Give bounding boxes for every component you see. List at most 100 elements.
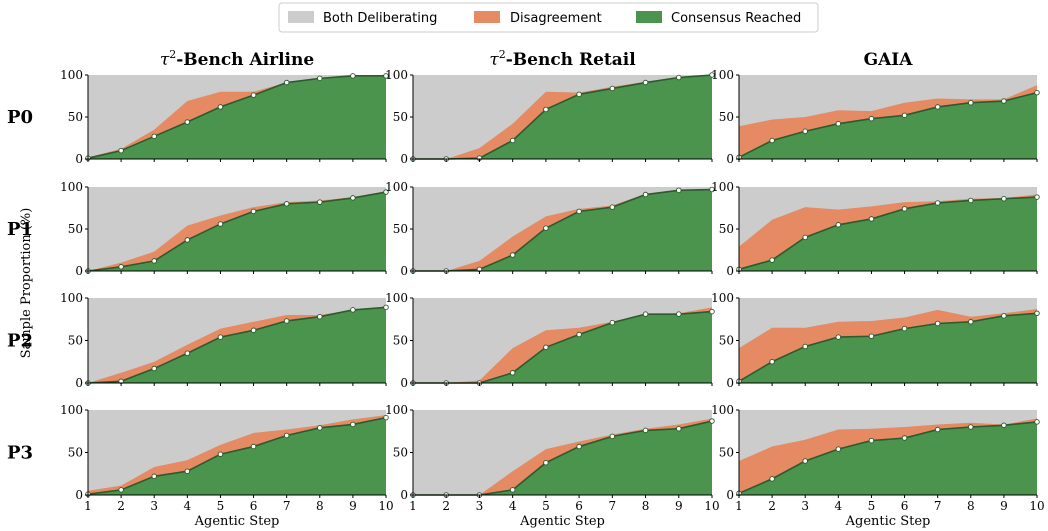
panel-p0-0: 0 50 100 — [60, 68, 389, 166]
panel-p1-0-point-3 — [151, 258, 157, 264]
panel-p3-0-point-10 — [383, 414, 389, 421]
panel-p0-2-point-6 — [901, 112, 908, 119]
panel-p2-1-point-9 — [676, 311, 682, 317]
panel-p1-0-ytick-label-50: 50 — [68, 222, 83, 236]
legend: Both Deliberating Disagreement Consensus… — [278, 2, 819, 33]
legend-swatch-disagreement — [474, 11, 500, 23]
panel-p3-0-xtick-label-6: 6 — [250, 499, 258, 513]
panel-grid: τ2-Bench Airline τ2-Bench Retail GAIA P0 P1 P… — [7, 48, 1045, 529]
panel-p2-0-area-consensus-reached — [88, 307, 386, 383]
panel-p2-2-line-consensus — [738, 312, 1038, 382]
panel-p3-1-xtick-label-8: 8 — [642, 499, 650, 513]
panel-p0-1-point-7 — [609, 85, 616, 92]
panel-p0-1-point-8 — [642, 79, 649, 86]
panel-p1-2-point-3 — [802, 234, 808, 241]
panel-p2-0-point-9 — [350, 307, 356, 313]
panel-p0-1-point-10 — [709, 72, 715, 78]
panel-p0-0-ytick-label-0: 0 — [75, 152, 83, 166]
panel-p1-2-line-consensus — [738, 196, 1038, 271]
panel-p3-2-point-3 — [802, 458, 808, 464]
panel-p3-1-point-6 — [576, 443, 582, 450]
panel-p3-0-xtick-label-9: 9 — [349, 499, 357, 513]
panel-p0-0-point-4 — [184, 119, 191, 125]
panel-p3-0-xtick-label-5: 5 — [217, 499, 225, 513]
legend-label-disagreement: Disagreement — [510, 11, 602, 26]
legend-swatch-both-deliberating — [288, 11, 314, 23]
panel-p2-1-ytick-label-100: 100 — [385, 291, 408, 305]
panel-p0-2-ytick-label-0: 0 — [726, 152, 734, 166]
panel-p3-2-xtick-label-5: 5 — [868, 499, 876, 513]
panel-p1-2-point-5 — [868, 216, 875, 222]
panel-p2-1-point-5 — [543, 344, 549, 351]
panel-p2-2-area-disagreement — [739, 309, 1037, 382]
panel-p0-0-point-7 — [283, 79, 290, 86]
panel-p1-2-point-4 — [835, 222, 842, 228]
panel-p1-2-point-10 — [1034, 194, 1040, 200]
panel-p0-0-point-10 — [383, 73, 389, 79]
panel-p1-0-area-disagreement — [88, 191, 386, 271]
panel-p1-2-area-consensus-reached — [739, 197, 1037, 271]
panel-p3-2-xtick-label-8: 8 — [967, 499, 975, 513]
panel-p0-1-ytick-label-100: 100 — [385, 68, 408, 82]
panel-p3-0-point-5 — [217, 451, 224, 457]
panel-p2-2-point-7 — [934, 320, 941, 327]
legend-frame — [278, 2, 819, 33]
panel-p3-0-xtick-label-1: 1 — [84, 499, 92, 513]
panel-p3-0-xtick-label-3: 3 — [150, 499, 158, 513]
panel-p2-0-point-10 — [383, 304, 389, 311]
panel-p3-0: 0 50 100 1 2 3 4 5 6 7 8 9 10 Agentic Step — [60, 403, 394, 529]
row-label-p0: P0 — [7, 107, 33, 128]
panel-p3-2-point-6 — [901, 435, 908, 441]
panel-p1-0-point-4 — [184, 237, 191, 243]
panel-p0-2-point-9 — [1001, 98, 1007, 104]
panel-p1-1-point-10 — [709, 186, 715, 193]
panel-p3-0-ytick-label-100: 100 — [60, 403, 83, 417]
panel-p3-2-xtick-label-2: 2 — [768, 499, 776, 513]
panel-p3-2-xtick-label-3: 3 — [801, 499, 809, 513]
panel-p3-0-xtick-label-10: 10 — [378, 499, 393, 513]
panel-p1-2-point-6 — [901, 206, 908, 212]
panel-p2-1-point-6 — [576, 331, 582, 338]
panel-p0-2-point-2 — [769, 137, 775, 144]
panel-p3-0-point-4 — [184, 468, 191, 474]
panel-p0-0-point-2 — [118, 147, 124, 154]
panel-p3-1-xtick-label-9: 9 — [675, 499, 683, 513]
panel-p3-1-xtick-label-3: 3 — [476, 499, 484, 513]
panel-p1-2-area-disagreement — [739, 194, 1037, 270]
panel-p1-0-area-consensus-reached — [88, 192, 386, 271]
panel-p2-2-point-2 — [769, 359, 775, 365]
row-label-p1: P1 — [7, 219, 33, 240]
panel-p1-1-ytick-label-0: 0 — [400, 264, 408, 278]
panel-p1-1-ytick-label-50: 50 — [393, 222, 408, 236]
panel-p1-1-point-4 — [509, 252, 516, 258]
panel-p1-2-point-9 — [1001, 196, 1007, 202]
panel-p1-0-point-5 — [217, 221, 224, 227]
panel-p3-2-area-consensus-reached — [739, 421, 1037, 495]
panel-p0-2-line-consensus — [738, 91, 1038, 159]
panel-p3-2-xtick-label-9: 9 — [1000, 499, 1008, 513]
panel-p2-2-area-consensus-reached — [739, 313, 1037, 383]
panel-p2-2-point-3 — [802, 343, 808, 350]
panel-p3-1-area-consensus-reached — [413, 421, 712, 495]
y-axis-label: Sample Proportion (%) — [19, 208, 34, 359]
panel-p2-2-ytick-label-50: 50 — [719, 334, 734, 348]
panel-p2-1-point-8 — [642, 311, 649, 317]
panel-p3-1-point-8 — [642, 427, 649, 434]
panel-p0-2-area-consensus-reached — [739, 92, 1037, 159]
panel-p3-2-ytick-label-0: 0 — [726, 488, 734, 502]
panel-p0-2-point-5 — [868, 115, 875, 122]
panel-p2-2-ytick-label-100: 100 — [711, 291, 734, 305]
panel-p1-1-point-7 — [609, 204, 616, 210]
legend-label-both-deliberating: Both Deliberating — [323, 11, 437, 26]
panel-p3-1-xtick-label-2: 2 — [442, 499, 450, 513]
panel-p2-2-ytick-label-0: 0 — [726, 376, 734, 390]
panel-p1-1-area-consensus-reached — [413, 189, 712, 271]
panel-p2-1-ytick-label-0: 0 — [400, 376, 408, 390]
panel-p3-1-area-disagreement — [413, 418, 712, 495]
panel-p0-0-point-8 — [317, 75, 323, 82]
panel-p3-1-xtick-label-5: 5 — [542, 499, 550, 513]
panel-p3-2-xtick-label-1: 1 — [735, 499, 743, 513]
panel-p3-2-point-10 — [1034, 419, 1040, 425]
column-title-0: τ2-Bench Airline — [160, 48, 315, 70]
panel-p0-1-ytick-label-0: 0 — [400, 152, 408, 166]
